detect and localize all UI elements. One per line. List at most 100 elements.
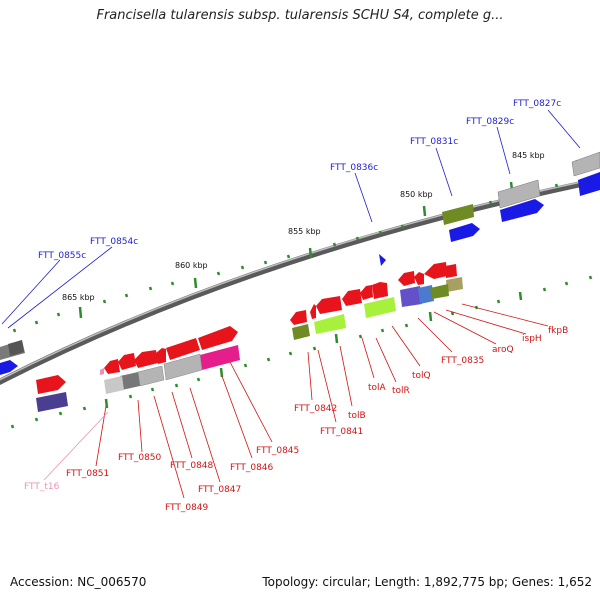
- gene-blue-0835: [418, 285, 434, 304]
- gene-label-ftt0846: FTT_0846: [230, 463, 274, 473]
- gene-tolq: [372, 282, 388, 299]
- gene-fkpb: [445, 264, 457, 278]
- leader-ftt0836c: [354, 172, 373, 223]
- leader-ftt-t16: [43, 411, 109, 481]
- gene-label-ftt0831c: FTT_0831c: [410, 137, 458, 147]
- leader-tolq: [391, 325, 421, 367]
- leader-tola: [361, 337, 375, 379]
- leader-ftt0842: [307, 351, 313, 401]
- gene-ftt0841: [310, 304, 316, 319]
- gene-ftt0849: [118, 353, 136, 370]
- gene-darkgray-0850: [120, 372, 140, 390]
- leader-tolb: [339, 345, 353, 407]
- gene-gray-0850: [137, 365, 165, 387]
- leader-ftt0854c: [7, 246, 113, 329]
- gene-label-fkpb: fkpB: [548, 326, 568, 336]
- leader-ftt0829c: [496, 126, 511, 175]
- gene-ftt0831c: [442, 204, 474, 225]
- gene-label-ftt0850: FTT_0850: [118, 453, 162, 463]
- gene-isph: [424, 262, 447, 279]
- gene-ftt0850: [104, 359, 120, 374]
- gene-olive-0835: [446, 277, 463, 292]
- genome-backbone-highlight: [0, 177, 600, 381]
- reverse-strand-genes[interactable]: [36, 262, 463, 412]
- gene-label-ftt0854c: FTT_0854c: [90, 237, 138, 247]
- gene-slate-0835: [400, 286, 422, 307]
- gene-ftt0836c: [379, 254, 386, 266]
- accession-text: Accession: NC_006570: [10, 575, 147, 589]
- gene-label-aroq: aroQ: [492, 345, 514, 355]
- gene-ftt0827c: [571, 151, 600, 177]
- gene-label-isph: ispH: [522, 334, 542, 344]
- gene-olive-0842: [292, 324, 310, 340]
- gene-label-tolr: tolR: [392, 386, 410, 396]
- gene-blue-0827: [578, 172, 600, 196]
- leader-ftt0846: [221, 375, 253, 459]
- gene-label-tola: tolA: [368, 383, 387, 393]
- gene-label-ftt0851: FTT_0851: [66, 469, 109, 479]
- gene-ftt0851: [36, 375, 66, 394]
- leader-ftt0847: [189, 387, 221, 483]
- scale-label: 865 kbp: [62, 293, 95, 302]
- gene-label-ftt0842: FTT_0842: [294, 404, 337, 414]
- map-title: Francisella tularensis subsp. tularensis…: [96, 8, 504, 23]
- leader-ftt0845: [229, 361, 273, 443]
- scale-label: 860 kbp: [175, 261, 208, 270]
- leader-ftt0849: [153, 395, 185, 499]
- leader-ftt0831c: [435, 147, 453, 197]
- gene-ftt0854c: [8, 340, 24, 356]
- gene-label-ftt0836c: FTT_0836c: [330, 163, 378, 173]
- leader-ftt0848: [171, 391, 193, 459]
- gene-ftt0846: [166, 338, 200, 360]
- gene-labels-bottom: fkpB ispH aroQ FTT_0835 tolQ tolR tolA t…: [24, 326, 568, 513]
- gene-labels-top: FTT_0827c FTT_0829c FTT_0831c FTT_0836c …: [38, 99, 561, 261]
- forward-strand-genes[interactable]: [0, 151, 600, 375]
- gene-magenta-0846: [200, 345, 240, 370]
- gene-label-ftt0845: FTT_0845: [256, 446, 299, 456]
- gene-ftt0847: [156, 348, 166, 364]
- gene-label-ftt0855c: FTT_0855c: [38, 251, 86, 261]
- gene-tola: [342, 289, 362, 306]
- gene-label-ftt0847: FTT_0847: [198, 485, 241, 495]
- gene-label-ftt-t16: FTT_t16: [24, 482, 60, 492]
- leader-tolr: [375, 337, 397, 383]
- gene-lime-tola: [364, 297, 396, 318]
- leader-ftt0851: [95, 405, 107, 467]
- gene-aroq: [414, 272, 424, 285]
- leader-lines: [1, 109, 581, 499]
- scale-label: 855 kbp: [288, 227, 321, 236]
- gene-label-ftt0835: FTT_0835: [441, 356, 484, 366]
- gene-blue-0854: [0, 360, 18, 375]
- gene-tolr: [360, 285, 373, 300]
- leader-ftt0850: [137, 399, 143, 453]
- gene-blue-0829: [500, 199, 544, 222]
- gene-blue-0831: [449, 223, 480, 242]
- gene-ftt0829c: [497, 179, 541, 209]
- scale-label: 845 kbp: [512, 151, 545, 160]
- lower-ticks: [10, 275, 593, 429]
- scale-label: 850 kbp: [400, 190, 433, 199]
- leader-ftt0855c: [1, 259, 61, 325]
- gene-gray-0847: [163, 353, 203, 381]
- genome-summary: Topology: circular; Length: 1,892,775 bp…: [262, 575, 592, 589]
- gene-label-ftt0848: FTT_0848: [170, 461, 214, 471]
- gene-label-tolb: tolB: [348, 411, 366, 421]
- gene-lime-tolb: [314, 314, 346, 334]
- gene-label-ftt0849: FTT_0849: [165, 503, 209, 513]
- leader-fkpb: [461, 303, 549, 327]
- gene-ftt0842: [290, 310, 307, 325]
- leader-isph: [445, 309, 527, 335]
- scale-labels: 865 kbp 860 kbp 855 kbp 850 kbp 845 kbp: [62, 151, 545, 302]
- leader-ftt0841: [317, 349, 337, 423]
- leader-ftt0835: [417, 317, 453, 353]
- leader-aroq: [433, 311, 497, 345]
- gene-tolb: [316, 296, 342, 314]
- leader-ftt0827c: [547, 109, 581, 149]
- gene-label-ftt0841: FTT_0841: [320, 427, 363, 437]
- gene-label-tolq: tolQ: [412, 371, 431, 381]
- gene-ftt0835: [398, 271, 415, 286]
- gene-olive-0834: [430, 284, 449, 299]
- gene-ftt0848: [134, 350, 158, 368]
- gene-slate-0851: [36, 392, 68, 412]
